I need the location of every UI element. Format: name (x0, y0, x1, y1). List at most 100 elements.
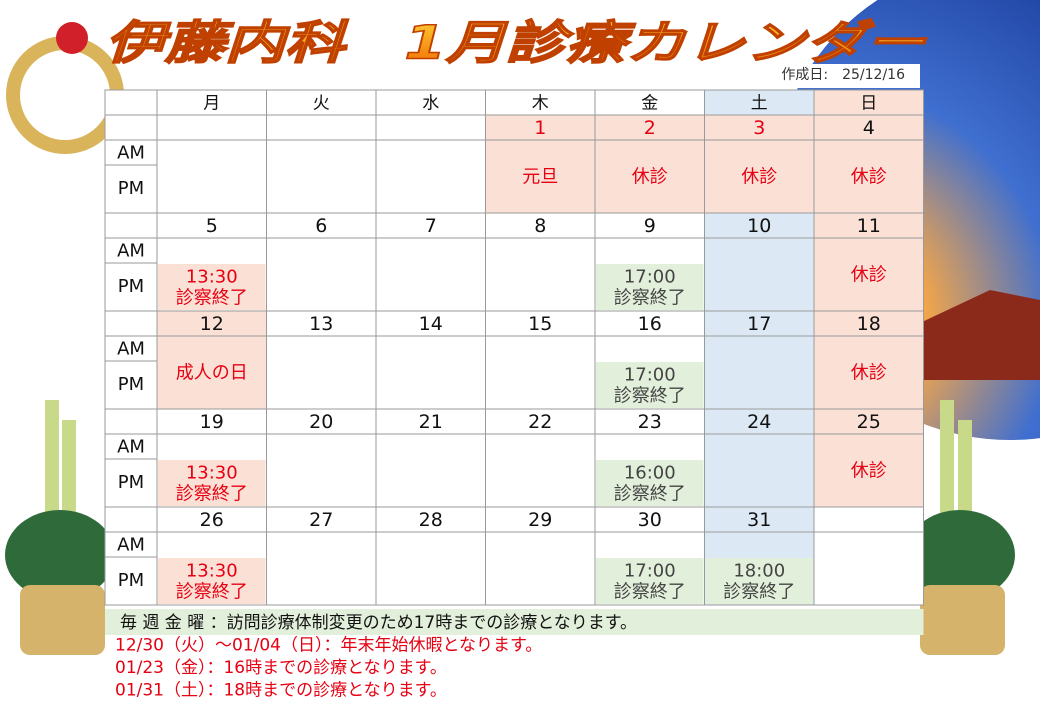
date-number: 25 (857, 411, 881, 433)
date-number: 22 (528, 411, 552, 433)
date-number: 2 (644, 117, 656, 139)
day-note: 13:30 (186, 463, 238, 484)
day-note: 診察終了 (723, 582, 795, 603)
day-note: 診察終了 (614, 386, 686, 407)
header-cell (813, 89, 924, 116)
date-number: 23 (638, 411, 662, 433)
day-cell (813, 531, 924, 606)
am-label: AM (117, 143, 145, 164)
day-note: 診察終了 (614, 288, 686, 309)
date-cell (813, 212, 924, 239)
footer-line: 12/30（火）～01/04（日）：年末年始休暇となります。 (115, 636, 542, 656)
day-cell (485, 237, 596, 312)
date-cell (266, 310, 377, 337)
date-cell (485, 506, 596, 533)
day-cell (266, 335, 377, 410)
pm-label: PM (118, 374, 144, 395)
pm-label: PM (118, 178, 144, 199)
calendar-table: 月火水木金土日AMPM1元旦2休診3休診4休診AMPM513:30診察終了6 7 8… (104, 89, 924, 606)
note-bg (705, 558, 813, 604)
date-number: 5 (206, 215, 218, 237)
am-label: AM (117, 241, 145, 262)
day-cell (813, 335, 924, 410)
day-cell (375, 139, 486, 214)
footer-line: 01/23（金）：16時までの診療となります。 (115, 658, 447, 678)
date-number: 9 (644, 215, 656, 237)
date-number: 27 (309, 509, 333, 531)
day-note: 元旦 (522, 167, 558, 188)
created-date: 作成日: 25/12/16 (781, 67, 905, 83)
date-cell (813, 408, 924, 435)
day-note: 診察終了 (176, 484, 248, 505)
mountain (905, 290, 1040, 380)
day-cell (813, 237, 924, 312)
weekday-label: 火 (313, 94, 330, 114)
date-number: 15 (528, 313, 552, 335)
note-bg (158, 558, 266, 604)
date-cell (594, 310, 705, 337)
note-bg (158, 264, 266, 310)
date-number: 14 (419, 313, 443, 335)
date-cell (485, 114, 596, 141)
day-note: 休診 (851, 461, 887, 482)
day-cell (704, 433, 815, 508)
title: 伊藤内科 1月診療カレンダー (105, 16, 928, 70)
label-cell (104, 310, 158, 410)
pm-label: PM (118, 276, 144, 297)
wreath (6, 36, 124, 154)
weekday-label: 木 (532, 94, 549, 114)
day-cell (375, 335, 486, 410)
day-cell (375, 237, 486, 312)
day-cell (266, 433, 377, 508)
date-number: 26 (200, 509, 224, 531)
date-number: 6 (315, 215, 327, 237)
date-cell (266, 408, 377, 435)
weekday-label: 水 (422, 94, 439, 114)
date-number: 4 (863, 117, 875, 139)
label-cell (104, 114, 158, 214)
header-corner (104, 89, 158, 116)
kadomatsu-right (905, 400, 1015, 655)
am-label: AM (117, 339, 145, 360)
footer: 毎 週 金 曜 ：訪問診療体制変更のため17時までの診療となります。 12/30（… (105, 609, 924, 701)
day-cell (485, 335, 596, 410)
day-note: 18:00 (733, 561, 785, 582)
date-cell (156, 212, 267, 239)
day-cell (156, 335, 267, 410)
day-note: 13:30 (186, 267, 238, 288)
date-cell (375, 506, 486, 533)
note-bg (596, 558, 704, 604)
day-note: 17:00 (624, 267, 676, 288)
flower (56, 22, 88, 54)
day-cell (266, 139, 377, 214)
day-note: 16:00 (624, 463, 676, 484)
date-number: 3 (753, 117, 765, 139)
footer-line: 毎 週 金 曜 ：訪問診療体制変更のため17時までの診療となります。 (120, 613, 637, 633)
date-cell (704, 114, 815, 141)
day-cell (266, 237, 377, 312)
label-cell (104, 506, 158, 606)
day-cell (266, 531, 377, 606)
day-note: 休診 (741, 167, 777, 188)
date-cell (375, 310, 486, 337)
note-bg (158, 460, 266, 506)
date-cell (375, 114, 486, 141)
day-note: 休診 (851, 363, 887, 384)
date-cell (375, 408, 486, 435)
day-note: 休診 (851, 265, 887, 286)
day-note: 17:00 (624, 561, 676, 582)
date-number: 1 (534, 117, 546, 139)
day-cell (704, 139, 815, 214)
day-cell (813, 433, 924, 508)
weekday-label: 金 (641, 94, 658, 114)
date-cell (594, 408, 705, 435)
date-cell (485, 212, 596, 239)
date-cell (704, 408, 815, 435)
day-note: 診察終了 (614, 484, 686, 505)
date-number: 13 (309, 313, 333, 335)
date-number: 10 (747, 215, 771, 237)
weekday-label: 月 (203, 94, 220, 114)
pm-label: PM (118, 570, 144, 591)
